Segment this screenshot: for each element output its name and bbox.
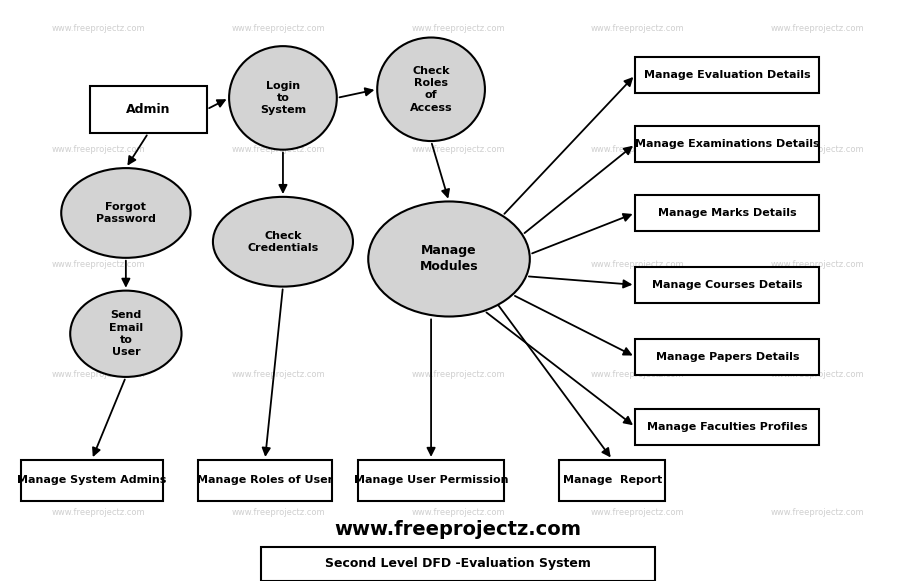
Text: Check
Roles
of
Access: Check Roles of Access <box>409 66 453 113</box>
Text: www.freeprojectz.com: www.freeprojectz.com <box>591 25 684 33</box>
Text: Manage Faculties Profiles: Manage Faculties Profiles <box>647 422 808 432</box>
Text: www.freeprojectz.com: www.freeprojectz.com <box>232 508 325 517</box>
Text: Manage
Modules: Manage Modules <box>420 244 478 274</box>
Text: www.freeprojectz.com: www.freeprojectz.com <box>770 25 864 33</box>
FancyBboxPatch shape <box>560 460 665 501</box>
Text: Manage System Admins: Manage System Admins <box>17 475 167 485</box>
Ellipse shape <box>71 291 181 377</box>
Text: Manage  Report: Manage Report <box>562 475 662 485</box>
Text: www.freeprojectz.com: www.freeprojectz.com <box>770 145 864 154</box>
Text: Send
Email
to
User: Send Email to User <box>109 310 143 357</box>
Text: www.freeprojectz.com: www.freeprojectz.com <box>591 260 684 269</box>
Text: Manage Examinations Details: Manage Examinations Details <box>635 139 820 149</box>
Text: www.freeprojectz.com: www.freeprojectz.com <box>591 145 684 154</box>
Ellipse shape <box>229 46 337 150</box>
FancyBboxPatch shape <box>358 460 504 501</box>
FancyBboxPatch shape <box>636 195 819 231</box>
Ellipse shape <box>377 38 485 141</box>
Text: www.freeprojectz.com: www.freeprojectz.com <box>411 25 505 33</box>
FancyBboxPatch shape <box>636 267 819 303</box>
Text: Admin: Admin <box>126 103 170 116</box>
Text: Forgot
Password: Forgot Password <box>96 202 156 224</box>
Ellipse shape <box>213 197 353 286</box>
FancyBboxPatch shape <box>636 126 819 162</box>
Text: www.freeprojectz.com: www.freeprojectz.com <box>52 260 146 269</box>
Text: www.freeprojectz.com: www.freeprojectz.com <box>411 260 505 269</box>
Text: www.freeprojectz.com: www.freeprojectz.com <box>411 508 505 517</box>
Text: www.freeprojectz.com: www.freeprojectz.com <box>52 25 146 33</box>
Text: www.freeprojectz.com: www.freeprojectz.com <box>232 260 325 269</box>
Text: www.freeprojectz.com: www.freeprojectz.com <box>591 370 684 379</box>
Text: www.freeprojectz.com: www.freeprojectz.com <box>591 508 684 517</box>
Ellipse shape <box>61 168 191 258</box>
Text: Manage Papers Details: Manage Papers Details <box>656 352 799 362</box>
FancyBboxPatch shape <box>90 86 207 133</box>
Text: Manage Evaluation Details: Manage Evaluation Details <box>644 70 811 80</box>
Text: Manage Roles of User: Manage Roles of User <box>197 475 333 485</box>
Text: www.freeprojectz.com: www.freeprojectz.com <box>334 520 582 539</box>
Text: www.freeprojectz.com: www.freeprojectz.com <box>770 260 864 269</box>
FancyBboxPatch shape <box>636 409 819 445</box>
Text: www.freeprojectz.com: www.freeprojectz.com <box>770 508 864 517</box>
Text: Manage Marks Details: Manage Marks Details <box>658 208 797 218</box>
Text: www.freeprojectz.com: www.freeprojectz.com <box>52 145 146 154</box>
Text: www.freeprojectz.com: www.freeprojectz.com <box>411 145 505 154</box>
Text: Second Level DFD -Evaluation System: Second Level DFD -Evaluation System <box>325 558 591 571</box>
Text: Check
Credentials: Check Credentials <box>247 231 319 253</box>
Text: www.freeprojectz.com: www.freeprojectz.com <box>232 370 325 379</box>
Text: www.freeprojectz.com: www.freeprojectz.com <box>232 145 325 154</box>
FancyBboxPatch shape <box>636 339 819 375</box>
Text: www.freeprojectz.com: www.freeprojectz.com <box>52 370 146 379</box>
Text: www.freeprojectz.com: www.freeprojectz.com <box>52 508 146 517</box>
Text: www.freeprojectz.com: www.freeprojectz.com <box>770 370 864 379</box>
Ellipse shape <box>368 201 529 316</box>
FancyBboxPatch shape <box>198 460 333 501</box>
FancyBboxPatch shape <box>636 57 819 93</box>
Text: Login
to
System: Login to System <box>260 80 306 115</box>
Text: www.freeprojectz.com: www.freeprojectz.com <box>232 25 325 33</box>
Text: Manage Courses Details: Manage Courses Details <box>652 280 802 290</box>
Text: www.freeprojectz.com: www.freeprojectz.com <box>411 370 505 379</box>
FancyBboxPatch shape <box>21 460 163 501</box>
FancyBboxPatch shape <box>260 547 656 581</box>
Text: Manage User Permission: Manage User Permission <box>354 475 508 485</box>
